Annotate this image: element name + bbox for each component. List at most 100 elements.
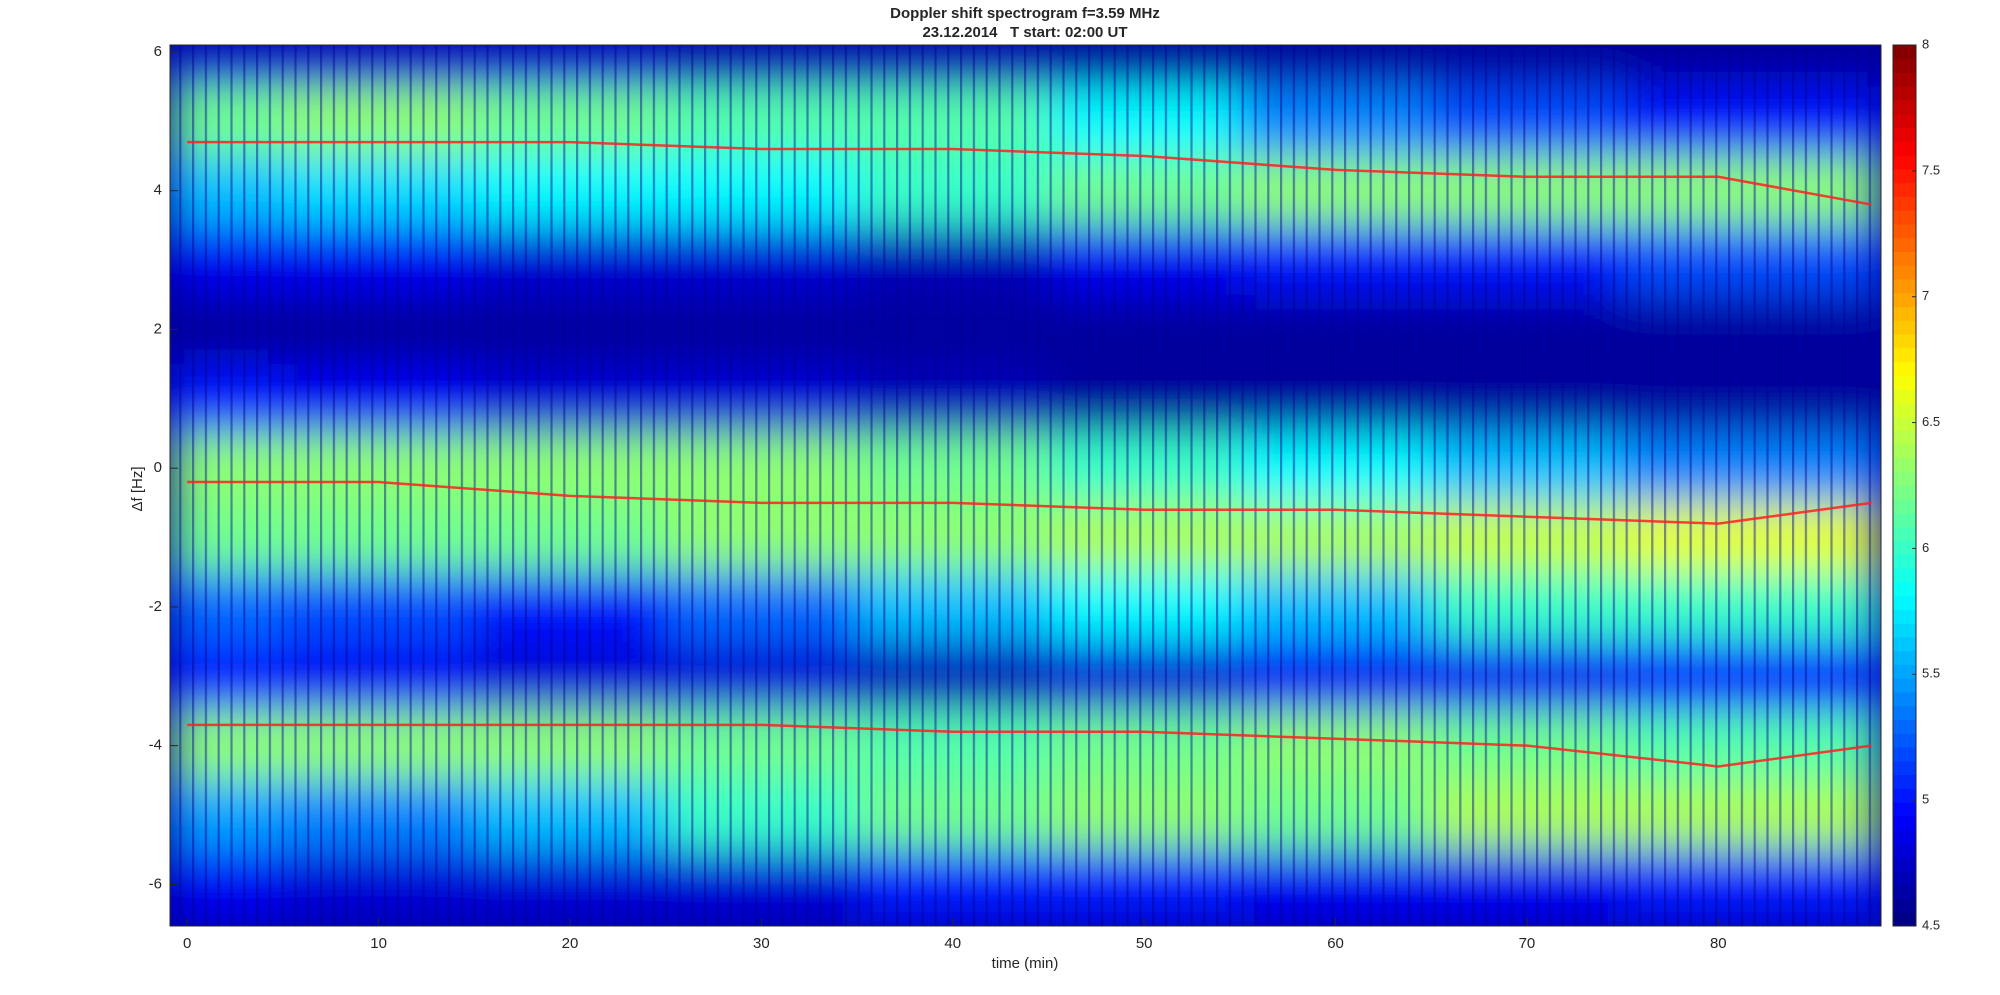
y-tick-label: -2 <box>149 598 162 615</box>
x-tick-label: 60 <box>1327 935 1344 952</box>
x-tick-label: 70 <box>1519 935 1536 952</box>
colorbar-step <box>1893 471 1916 486</box>
colorbar-step <box>1893 389 1916 404</box>
colorbar-tick-label: 5.5 <box>1922 666 1940 681</box>
y-tick-label: 2 <box>154 320 162 337</box>
colorbar-step <box>1893 650 1916 665</box>
colorbar-tick-label: 6.5 <box>1922 414 1940 429</box>
x-tick-label: 40 <box>944 935 961 952</box>
colorbar-step <box>1893 279 1916 294</box>
colorbar-tick-label: 7 <box>1922 288 1929 303</box>
colorbar-step <box>1893 829 1916 844</box>
x-axis-label: time (min) <box>992 955 1059 972</box>
x-tick-label: 20 <box>562 935 579 952</box>
stripe-texture <box>170 45 1881 926</box>
y-tick-label: 0 <box>154 459 162 476</box>
colorbar-step <box>1893 320 1916 335</box>
colorbar-step <box>1893 86 1916 101</box>
y-tick-label: -6 <box>149 875 162 892</box>
colorbar-step <box>1893 457 1916 473</box>
colorbar-step <box>1893 788 1916 803</box>
chart-subtitle: 23.12.2014 T start: 02:00 UT <box>922 24 1127 41</box>
colorbar-step <box>1893 870 1916 886</box>
colorbar-step <box>1893 843 1916 858</box>
colorbar-step <box>1893 113 1916 129</box>
x-tick-label: 10 <box>370 935 387 952</box>
colorbar-step <box>1893 636 1916 652</box>
colorbar-tick-label: 6 <box>1922 540 1929 555</box>
colorbar-step <box>1893 898 1916 913</box>
plot-frame <box>169 44 1882 927</box>
colorbar-step <box>1893 857 1916 872</box>
colorbar-step <box>1893 430 1916 445</box>
colorbar-step <box>1893 554 1916 569</box>
colorbar-tick-label: 5 <box>1922 792 1929 807</box>
colorbar-step <box>1893 45 1916 60</box>
colorbar-step <box>1893 444 1916 459</box>
colorbar-step <box>1893 760 1916 776</box>
colorbar-step <box>1893 581 1916 597</box>
colorbar-step <box>1893 623 1916 638</box>
ridge-line <box>187 723 1872 768</box>
colorbar-step <box>1893 485 1916 500</box>
colorbar-step <box>1893 155 1916 170</box>
colorbar-step <box>1893 141 1916 156</box>
colorbar-step <box>1893 595 1916 610</box>
colorbar-step <box>1893 815 1916 831</box>
ridge-lines <box>187 140 1872 768</box>
colorbar-step <box>1893 237 1916 252</box>
colorbar-step <box>1893 375 1916 390</box>
colorbar-step <box>1893 223 1916 239</box>
y-axis-label: Δf [Hz] <box>129 466 146 511</box>
colorbar-step <box>1893 210 1916 225</box>
colorbar-step <box>1893 58 1916 74</box>
colorbar-step <box>1893 609 1916 624</box>
x-tick-label: 50 <box>1136 935 1153 952</box>
x-tick-label: 0 <box>183 935 191 952</box>
colorbar-step <box>1893 306 1916 321</box>
colorbar-step <box>1893 251 1916 266</box>
colorbar-step <box>1893 540 1916 555</box>
colorbar-step <box>1893 526 1916 542</box>
colorbar-step <box>1893 182 1916 197</box>
colorbar <box>1893 45 1916 927</box>
colorbar-step <box>1893 100 1916 115</box>
ridge-line <box>187 140 1872 206</box>
colorbar-step <box>1893 168 1916 184</box>
colorbar-step <box>1893 747 1916 762</box>
colorbar-step <box>1893 361 1916 376</box>
colorbar-step <box>1893 774 1916 789</box>
colorbar-step <box>1893 568 1916 583</box>
colorbar-step <box>1893 416 1916 431</box>
colorbar-step <box>1893 402 1916 418</box>
colorbar-step <box>1893 72 1916 87</box>
y-tick-label: 4 <box>154 182 162 199</box>
colorbar-tick-label: 7.5 <box>1922 162 1940 177</box>
colorbar-tick-label: 4.5 <box>1922 917 1940 932</box>
colorbar-step <box>1893 664 1916 679</box>
colorbar-step <box>1893 733 1916 748</box>
colorbar-tick-label: 8 <box>1922 36 1929 51</box>
colorbar-step <box>1893 265 1916 280</box>
colorbar-step <box>1893 719 1916 734</box>
ridge-line <box>187 480 1872 525</box>
colorbar-step <box>1893 127 1916 142</box>
colorbar-step <box>1893 499 1916 514</box>
y-tick-label: -4 <box>149 737 162 754</box>
colorbar-step <box>1893 884 1916 899</box>
colorbar-step <box>1893 691 1916 707</box>
colorbar-step <box>1893 347 1916 363</box>
colorbar-step <box>1893 334 1916 349</box>
x-tick-label: 80 <box>1710 935 1727 952</box>
colorbar-step <box>1893 705 1916 721</box>
chart-title: Doppler shift spectrogram f=3.59 MHz <box>890 5 1160 22</box>
colorbar-step <box>1893 513 1916 528</box>
colorbar-step <box>1893 912 1916 927</box>
colorbar-step <box>1893 678 1916 693</box>
colorbar-step <box>1893 196 1916 211</box>
colorbar-step <box>1893 292 1916 308</box>
x-tick-label: 30 <box>753 935 770 952</box>
y-tick-label: 6 <box>154 43 162 60</box>
colorbar-frame <box>1892 44 1917 927</box>
